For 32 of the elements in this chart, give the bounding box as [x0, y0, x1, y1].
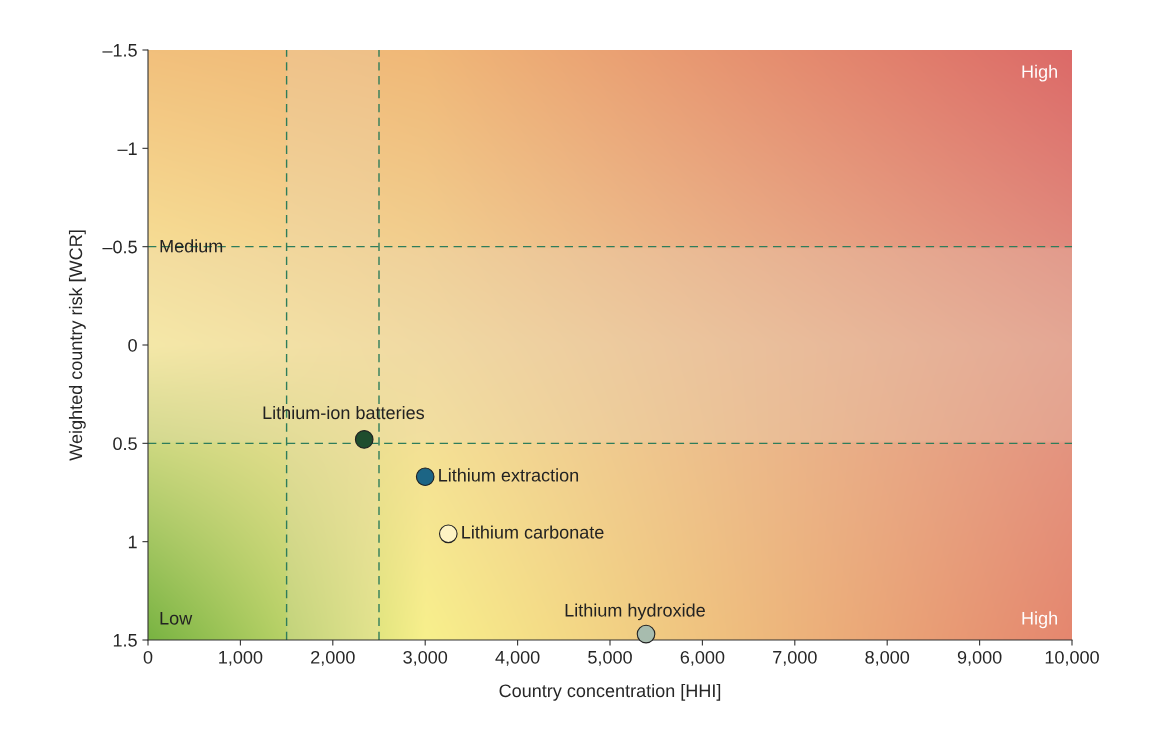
annotation: Low: [160, 612, 193, 625]
x-tick-label: 4,000: [495, 650, 540, 666]
y-tick-label: 1.5: [113, 634, 137, 647]
x-axis-title: Country concentration [HHI]: [499, 683, 721, 701]
x-tick-label: 9,000: [957, 650, 1002, 666]
y-tick-label: –1.5: [102, 44, 137, 57]
x-tick-label: 10,000: [1045, 650, 1099, 666]
x-tick-label: 2,000: [311, 650, 355, 666]
point: [354, 430, 374, 449]
x-tick-label: 8,000: [865, 650, 910, 666]
y-tick-label: –0.5: [102, 240, 137, 254]
y-tick-label: 0.5: [113, 437, 137, 451]
x-tick-label: 3,000: [403, 650, 448, 666]
point: [415, 467, 435, 487]
point: [438, 524, 458, 544]
x-tick-label: 5,000: [588, 650, 632, 666]
y-axis-title: Weighted country risk [WCR]: [68, 230, 86, 461]
x-tick-label: 1,000: [219, 650, 263, 666]
annotation: High: [1022, 64, 1057, 82]
y-tick-label: 1: [128, 535, 137, 549]
series-label: Lithium-ion batteries: [263, 405, 425, 420]
y-tick-label: –1: [117, 142, 137, 155]
x-tick-label: 6,000: [680, 650, 725, 666]
annotation: Medium: [160, 239, 223, 253]
point: [636, 624, 656, 644]
annotation: High: [1022, 611, 1057, 629]
x-tick-label: 7,000: [773, 650, 817, 666]
y-tick-label: 0: [128, 338, 137, 352]
series-label: Lithium hydroxide: [565, 603, 705, 621]
x-tick-label: 0: [143, 650, 153, 664]
series-label: Lithium extraction: [439, 468, 579, 482]
series-label: Lithium carbonate: [462, 525, 604, 539]
